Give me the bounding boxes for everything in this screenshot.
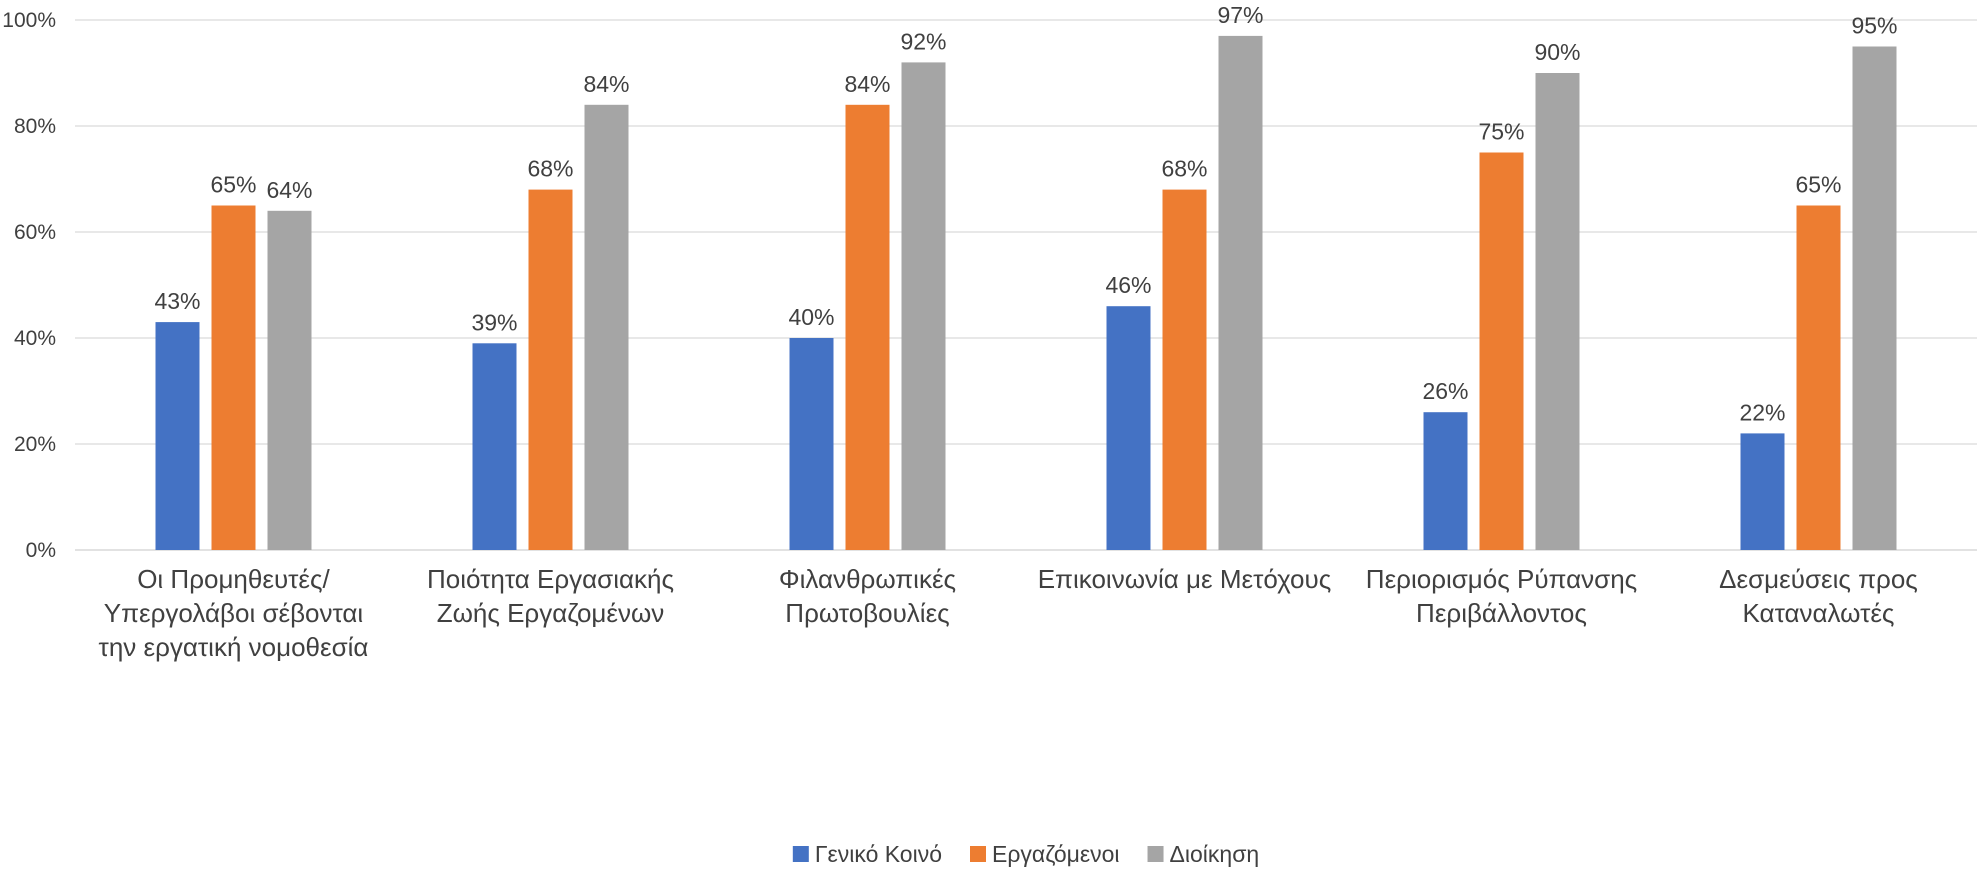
bar — [845, 104, 890, 551]
y-axis-ticks: 0% 20% 40% 60% 80% 100% — [2, 9, 56, 562]
category-label-line: Οι Προμηθευτές/ — [137, 564, 330, 594]
category-label-line: Ζωής Εργαζομένων — [437, 598, 665, 628]
data-label: 84% — [583, 71, 629, 97]
data-label: 95% — [1851, 13, 1897, 39]
category-label: Δεσμεύσεις προς Καταναλωτές — [1719, 564, 1918, 628]
data-label: 65% — [210, 172, 256, 198]
bar — [472, 343, 517, 550]
legend-item: Γενικό Κοινό — [792, 841, 942, 867]
data-labels: 43% 65% 64% 39% 68% 84% 40% 84% 92% 46% 68% 97% 26% 7… — [154, 2, 1897, 425]
bar — [1740, 433, 1785, 550]
category-label-line: Υπεργολάβοι σέβονται — [104, 598, 364, 628]
category-label-line: Περιβάλλοντος — [1416, 598, 1587, 628]
category-label-line: την εργατική νομοθεσία — [99, 632, 369, 662]
y-tick-label: 100% — [2, 9, 56, 32]
data-label: 68% — [527, 156, 573, 182]
legend-swatch — [792, 846, 809, 862]
category-label-line: Φιλανθρωπικές — [779, 564, 956, 594]
legend-swatch — [1147, 846, 1164, 862]
data-label: 92% — [900, 28, 946, 54]
bar — [1535, 73, 1580, 550]
bar — [1852, 46, 1897, 550]
bar — [155, 322, 200, 550]
gridlines — [75, 19, 1977, 551]
data-label: 68% — [1161, 156, 1207, 182]
category-label-line: Περιορισμός Ρύπανσης — [1366, 564, 1637, 594]
data-label: 46% — [1105, 272, 1151, 298]
y-tick-label: 40% — [14, 327, 56, 350]
bar — [267, 210, 312, 551]
category-label-line: Καταναλωτές — [1743, 598, 1895, 628]
category-label: Οι Προμηθευτές/Υπεργολάβοι σέβονται την ε… — [99, 564, 369, 662]
y-tick-label: 0% — [26, 539, 56, 562]
category-label: Περιορισμός Ρύπανσης Περιβάλλοντος — [1366, 564, 1637, 628]
y-tick-label: 20% — [14, 433, 56, 456]
legend-label: Διοίκηση — [1170, 841, 1260, 867]
bar — [1423, 412, 1468, 550]
data-label: 84% — [844, 71, 890, 97]
data-label: 43% — [154, 288, 200, 314]
data-label: 97% — [1217, 2, 1263, 28]
legend: Γενικό Κοινό Εργαζόμενοι Διοίκηση — [792, 841, 1260, 867]
y-tick-label: 80% — [14, 115, 56, 138]
bar — [789, 338, 834, 550]
data-label: 22% — [1739, 399, 1785, 425]
legend-item: Διοίκηση — [1147, 841, 1260, 867]
bar — [584, 104, 629, 551]
category-label-line: Ποιότητα Εργασιακής — [427, 564, 674, 594]
category-label: Φιλανθρωπικές Πρωτοβουλίες — [779, 564, 956, 628]
category-label: Ποιότητα Εργασιακής Ζωής Εργαζομένων — [427, 564, 674, 628]
category-label-line: Πρωτοβουλίες — [785, 598, 949, 628]
data-label: 65% — [1795, 172, 1841, 198]
bar — [1162, 189, 1207, 550]
category-label-line: Δεσμεύσεις προς — [1719, 564, 1918, 594]
bar — [1106, 306, 1151, 550]
legend-label: Εργαζόμενοι — [992, 841, 1120, 867]
bar — [528, 189, 573, 550]
bar — [1796, 205, 1841, 550]
bars — [155, 35, 1897, 551]
data-label: 75% — [1478, 119, 1524, 145]
legend-swatch — [970, 846, 986, 862]
data-label: 39% — [471, 309, 517, 335]
data-label: 40% — [788, 304, 834, 330]
x-axis-categories: Οι Προμηθευτές/Υπεργολάβοι σέβονται την ε… — [99, 564, 1918, 662]
y-tick-label: 60% — [14, 221, 56, 244]
data-label: 90% — [1534, 39, 1580, 65]
bar — [211, 205, 256, 550]
bar — [1218, 35, 1263, 550]
data-label: 64% — [266, 177, 312, 203]
legend-item: Εργαζόμενοι — [970, 841, 1120, 867]
legend-label: Γενικό Κοινό — [815, 841, 942, 867]
bar — [901, 62, 946, 551]
category-label-line: Επικοινωνία με Μετόχους — [1038, 564, 1332, 594]
bar — [1479, 152, 1524, 550]
data-label: 26% — [1422, 378, 1468, 404]
category-label: Επικοινωνία με Μετόχους — [1038, 564, 1332, 594]
